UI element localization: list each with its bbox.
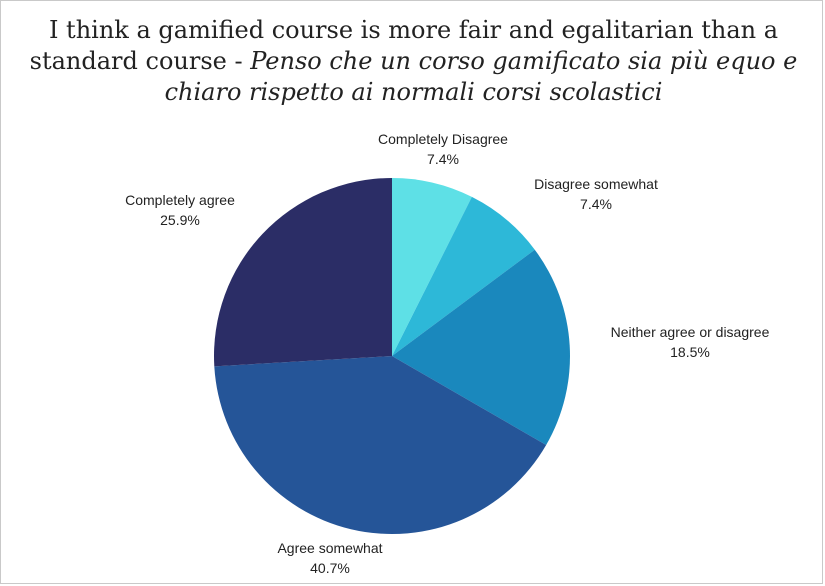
chart-title-italic: Penso che un corso gamificato sia più eq… [164, 47, 798, 106]
pie-slice-completely-disagree [392, 178, 472, 356]
slice-value-label: 7.4% [580, 196, 612, 212]
slice-value-label: 7.4% [427, 151, 459, 167]
slice-label: Neither agree or disagree [611, 324, 770, 340]
slice-value-label: 25.9% [160, 212, 200, 228]
chart-title: I think a gamified course is more fair a… [21, 15, 806, 108]
slice-value-label: 40.7% [310, 560, 350, 576]
slice-value-label: 18.5% [670, 344, 710, 360]
slice-label: Disagree somewhat [534, 176, 658, 192]
slice-label: Completely Disagree [378, 131, 508, 147]
chart-title-main: I think a gamified course is more fair a… [29, 16, 779, 75]
slice-label: Completely agree [125, 192, 235, 208]
pie-slice-neither-agree-or-disagree [392, 249, 570, 445]
pie-slice-agree-somewhat [214, 356, 547, 534]
pie-slice-completely-agree [213, 178, 392, 367]
slice-label: Agree somewhat [277, 540, 382, 556]
pie-slice-disagree-somewhat [392, 196, 535, 356]
